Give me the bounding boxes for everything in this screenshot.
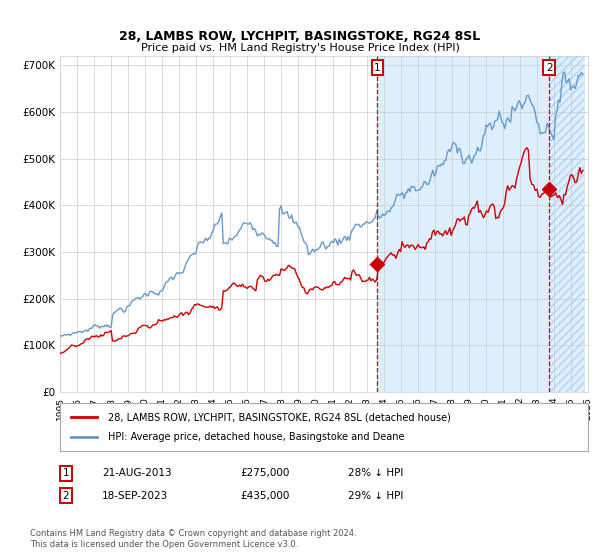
Bar <box>377 56 584 392</box>
Text: HPI: Average price, detached house, Basingstoke and Deane: HPI: Average price, detached house, Basi… <box>107 432 404 442</box>
Text: Price paid vs. HM Land Registry's House Price Index (HPI): Price paid vs. HM Land Registry's House … <box>140 43 460 53</box>
Text: £275,000: £275,000 <box>240 468 289 478</box>
Text: 2: 2 <box>62 491 70 501</box>
Text: 28, LAMBS ROW, LYCHPIT, BASINGSTOKE, RG24 8SL: 28, LAMBS ROW, LYCHPIT, BASINGSTOKE, RG2… <box>119 30 481 43</box>
Text: 1: 1 <box>374 63 381 73</box>
Text: 28% ↓ HPI: 28% ↓ HPI <box>348 468 403 478</box>
Text: Contains HM Land Registry data © Crown copyright and database right 2024.
This d: Contains HM Land Registry data © Crown c… <box>30 529 356 549</box>
Text: 28, LAMBS ROW, LYCHPIT, BASINGSTOKE, RG24 8SL (detached house): 28, LAMBS ROW, LYCHPIT, BASINGSTOKE, RG2… <box>107 413 451 422</box>
Bar <box>549 56 584 392</box>
Text: £435,000: £435,000 <box>240 491 289 501</box>
Text: 29% ↓ HPI: 29% ↓ HPI <box>348 491 403 501</box>
Text: 21-AUG-2013: 21-AUG-2013 <box>102 468 172 478</box>
Text: 18-SEP-2023: 18-SEP-2023 <box>102 491 168 501</box>
Text: 1: 1 <box>62 468 70 478</box>
Text: 2: 2 <box>546 63 553 73</box>
